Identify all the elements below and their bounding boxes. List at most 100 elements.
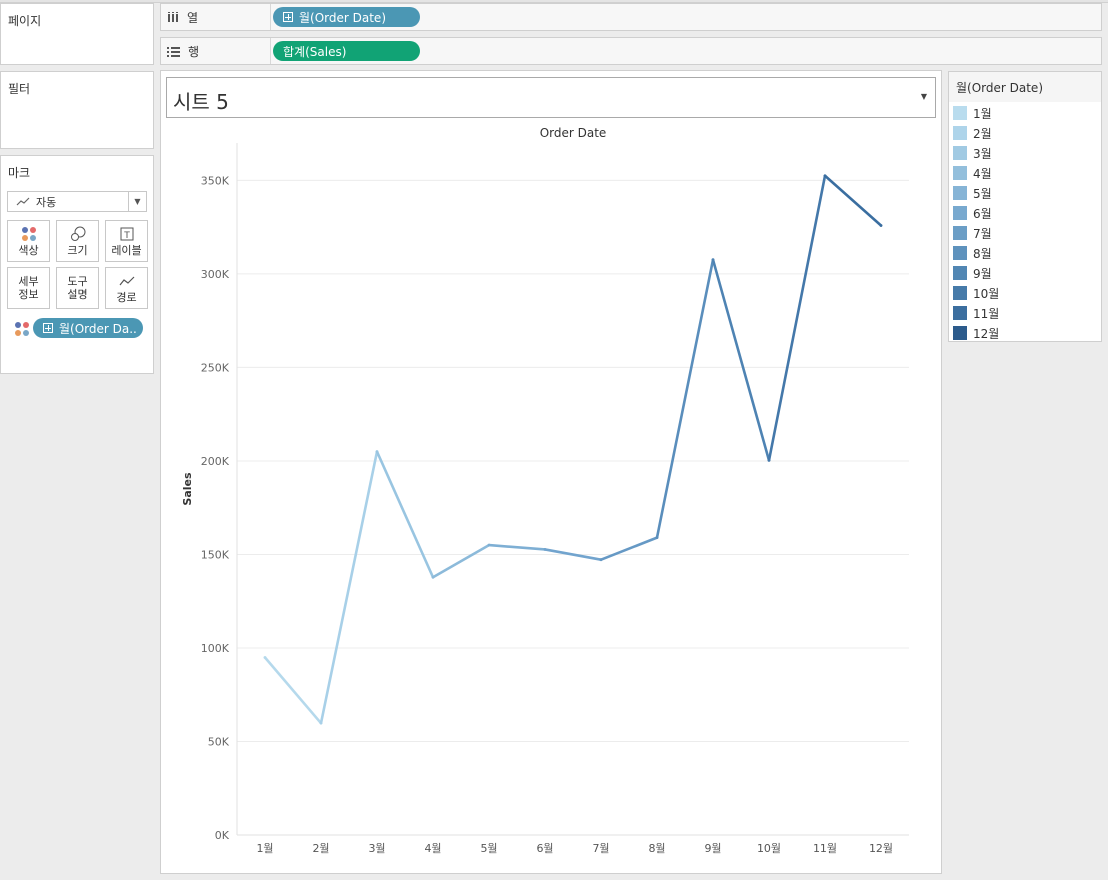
data-point[interactable] — [375, 450, 379, 453]
line-segment — [431, 543, 491, 579]
x-tick-label: 12월 — [869, 842, 893, 855]
marks-panel: 마크 자동 ▼ 색상 크기 T 레이블 세부 정보 도구 설명 경로 월(Ord… — [0, 155, 154, 374]
mark-type-label: 자동 — [36, 195, 57, 209]
x-tick-label: 11월 — [813, 842, 837, 855]
data-point[interactable] — [543, 548, 547, 551]
size-button-label: 크기 — [67, 243, 88, 257]
label-icon: T — [120, 227, 133, 241]
rows-icon — [167, 46, 180, 57]
data-point[interactable] — [655, 536, 659, 540]
expand-icon — [283, 12, 293, 22]
columns-shelf[interactable]: 열 월(Order Date) — [160, 3, 1102, 31]
line-segment — [655, 258, 715, 539]
size-button[interactable]: 크기 — [56, 220, 99, 262]
legend-item[interactable]: 3월 — [953, 144, 992, 162]
y-tick-label: 50K — [208, 735, 230, 748]
legend-swatch — [953, 266, 967, 280]
data-point[interactable] — [711, 258, 715, 262]
legend-item[interactable]: 7월 — [953, 224, 992, 242]
legend-item-label: 9월 — [973, 266, 992, 281]
data-point[interactable] — [823, 174, 827, 178]
rows-field-pill-label: 합계(Sales) — [283, 44, 347, 59]
legend-item[interactable]: 5월 — [953, 184, 992, 202]
legend-item[interactable]: 10월 — [953, 284, 999, 302]
line-segment — [599, 536, 659, 561]
legend-item-label: 2월 — [973, 126, 992, 141]
y-tick-label: 0K — [215, 829, 230, 842]
columns-icon — [168, 11, 178, 22]
legend-title[interactable]: 월(Order Date) — [949, 72, 1101, 102]
rows-field-pill[interactable]: 합계(Sales) — [273, 41, 420, 61]
label-button[interactable]: T 레이블 — [105, 220, 148, 262]
detail-button-label: 세부 정보 — [18, 275, 39, 301]
line-segment — [823, 174, 883, 227]
legend-item-label: 4월 — [973, 166, 992, 181]
data-point[interactable] — [431, 575, 435, 579]
x-tick-label: 3월 — [368, 842, 385, 855]
legend-swatch — [953, 126, 967, 140]
tooltip-button-label: 도구 설명 — [67, 275, 88, 301]
data-point[interactable] — [879, 224, 883, 227]
line-chart[interactable]: Order Date 0K 50K 100K 150K 200K 250K 300K 350K S… — [161, 71, 941, 873]
legend-item[interactable]: 4월 — [953, 164, 992, 182]
rows-shelf[interactable]: 행 합계(Sales) — [160, 37, 1102, 65]
legend-item-label: 8월 — [973, 246, 992, 261]
columns-shelf-label: 열 — [161, 4, 271, 30]
data-point[interactable] — [263, 656, 267, 659]
x-tick-label: 2월 — [312, 842, 329, 855]
line-segment — [711, 258, 771, 462]
data-point[interactable] — [487, 543, 491, 547]
pages-panel-title: 페이지 — [8, 14, 42, 28]
legend-item-label: 1월 — [973, 106, 992, 121]
columns-field-pill[interactable]: 월(Order Date) — [273, 7, 420, 27]
legend-swatch — [953, 186, 967, 200]
chevron-down-icon[interactable]: ▼ — [920, 92, 927, 101]
chevron-down-icon[interactable]: ▼ — [128, 192, 146, 211]
x-tick-label: 6월 — [536, 842, 553, 855]
chart-title: Order Date — [540, 126, 607, 140]
size-icon — [70, 226, 85, 241]
x-tick-label: 9월 — [704, 842, 721, 855]
filters-panel[interactable]: 필터 — [0, 71, 154, 149]
pages-panel[interactable]: 페이지 — [0, 3, 154, 65]
legend-swatch — [953, 106, 967, 120]
data-point[interactable] — [599, 558, 603, 562]
x-tick-label: 1월 — [256, 842, 273, 855]
line-segment — [319, 450, 379, 725]
legend-item[interactable]: 6월 — [953, 204, 992, 222]
line-segment — [487, 543, 547, 551]
line-mark-icon — [16, 197, 30, 205]
color-encoding-icon — [15, 322, 29, 336]
x-tick-label: 4월 — [424, 842, 441, 855]
legend-item[interactable]: 12월 — [953, 324, 999, 342]
legend-item-label: 7월 — [973, 226, 992, 241]
y-axis-label: Sales — [181, 472, 194, 506]
sheet-title: 시트 5 — [173, 90, 229, 114]
tooltip-button[interactable]: 도구 설명 — [56, 267, 99, 309]
legend-swatch — [953, 326, 967, 340]
data-point[interactable] — [319, 721, 323, 725]
color-field-pill[interactable]: 월(Order Da.. — [33, 318, 143, 338]
mark-type-dropdown[interactable]: 자동 ▼ — [7, 191, 147, 212]
color-legend: 월(Order Date) 1월 2월 3월 4월 5월 6월 7월 8월 9월 10월 11월 12… — [948, 71, 1102, 342]
path-button[interactable]: 경로 — [105, 267, 148, 309]
detail-button[interactable]: 세부 정보 — [7, 267, 50, 309]
sheet-title-box[interactable]: 시트 5 ▼ — [166, 77, 936, 118]
legend-item[interactable]: 2월 — [953, 124, 992, 142]
expand-icon — [43, 323, 53, 333]
legend-item[interactable]: 8월 — [953, 244, 992, 262]
y-tick-label: 200K — [201, 455, 230, 468]
label-button-label: 레이블 — [111, 243, 142, 257]
line-segment — [263, 656, 323, 725]
path-button-label: 경로 — [116, 290, 137, 304]
y-tick-label: 100K — [201, 642, 230, 655]
legend-item-label: 10월 — [973, 286, 1000, 301]
legend-item[interactable]: 1월 — [953, 104, 992, 122]
legend-swatch — [953, 206, 967, 220]
data-point[interactable] — [767, 458, 771, 462]
legend-item[interactable]: 11월 — [953, 304, 999, 322]
top-toolbar-strip — [0, 0, 1108, 3]
legend-item[interactable]: 9월 — [953, 264, 992, 282]
legend-swatch — [953, 146, 967, 160]
color-button[interactable]: 색상 — [7, 220, 50, 262]
